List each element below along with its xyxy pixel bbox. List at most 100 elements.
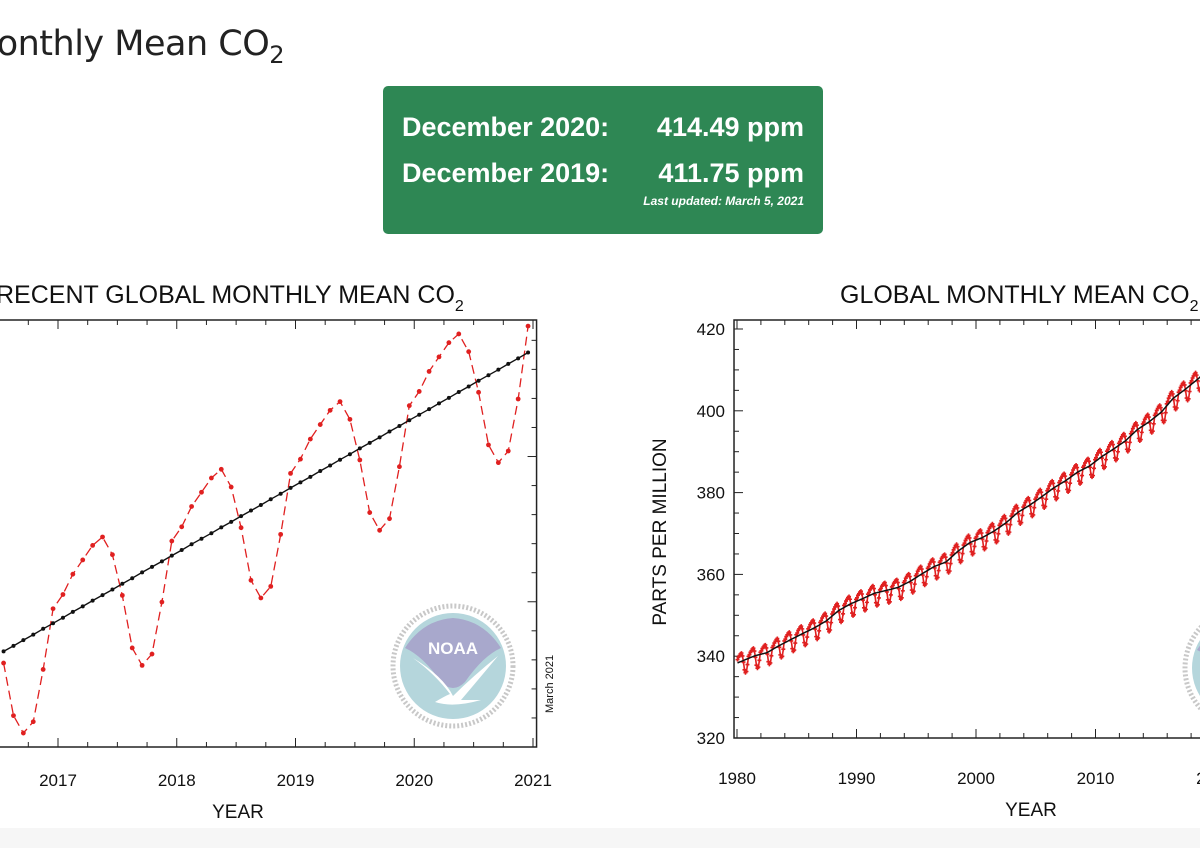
trend-point bbox=[357, 446, 362, 451]
monthly-mean-point bbox=[823, 611, 828, 616]
monthly-mean-point bbox=[906, 571, 911, 576]
monthly-mean-point bbox=[1134, 423, 1139, 428]
monthly-mean-point bbox=[278, 531, 284, 537]
monthly-mean-point bbox=[11, 713, 16, 719]
monthly-mean-point bbox=[1050, 478, 1055, 483]
trend-point bbox=[288, 485, 293, 490]
monthly-mean-point bbox=[979, 531, 984, 536]
page-title-subscript: 2 bbox=[269, 41, 285, 69]
trend-point bbox=[248, 508, 253, 513]
monthly-mean-point bbox=[228, 484, 234, 490]
monthly-mean-point bbox=[189, 504, 194, 509]
monthly-mean-point bbox=[1174, 405, 1179, 410]
monthly-mean-point bbox=[1182, 382, 1187, 387]
monthly-mean-point bbox=[747, 652, 752, 657]
monthly-mean-point bbox=[1055, 496, 1060, 501]
monthly-mean-point bbox=[397, 464, 402, 470]
monthly-mean-point bbox=[505, 448, 511, 454]
monthly-mean-point bbox=[763, 642, 768, 647]
monthly-mean-point bbox=[70, 571, 76, 577]
monthly-mean-point bbox=[1162, 418, 1167, 423]
monthly-mean-point bbox=[938, 558, 943, 563]
y-tick-label: 340 bbox=[697, 647, 725, 666]
monthly-mean-point bbox=[918, 564, 923, 569]
monthly-mean-point bbox=[40, 667, 46, 672]
trend-point bbox=[298, 480, 303, 485]
monthly-mean-point bbox=[1130, 426, 1135, 431]
monthly-mean-point bbox=[1039, 490, 1044, 495]
monthly-mean-point bbox=[1092, 466, 1097, 471]
monthly-mean-point bbox=[959, 558, 964, 563]
y-tick-label: 400 bbox=[697, 402, 725, 421]
monthly-mean-point bbox=[446, 340, 452, 346]
x-tick-label: 2017 bbox=[39, 771, 77, 790]
monthly-mean-point bbox=[218, 466, 224, 472]
monthly-mean-point bbox=[1193, 370, 1198, 375]
recent-chart-xlabel: YEAR bbox=[212, 802, 264, 823]
full-chart-title: GLOBAL MONTHLY MEAN CO2 bbox=[840, 281, 1199, 315]
trend-point bbox=[417, 412, 422, 417]
noaa-logo: NOAA bbox=[387, 600, 519, 732]
monthly-mean-point bbox=[841, 611, 846, 616]
y-tick-label: 420 bbox=[697, 320, 725, 339]
monthly-mean-point bbox=[1105, 447, 1110, 452]
monthly-mean-point bbox=[769, 653, 774, 658]
monthly-mean-point bbox=[775, 636, 780, 641]
monthly-mean-point bbox=[948, 561, 953, 566]
monthly-mean-point bbox=[759, 648, 764, 653]
monthly-mean-point bbox=[902, 578, 907, 583]
monthly-mean-point bbox=[930, 557, 935, 562]
monthly-mean-point bbox=[1167, 393, 1172, 398]
trend-point bbox=[229, 519, 234, 524]
monthly-mean-point bbox=[1082, 463, 1087, 468]
monthly-mean-point bbox=[854, 595, 859, 600]
trend-point bbox=[1, 649, 6, 654]
monthly-mean-point bbox=[805, 635, 810, 640]
monthly-mean-point bbox=[1091, 473, 1096, 478]
monthly-mean-point bbox=[1198, 386, 1200, 391]
monthly-mean-point bbox=[899, 595, 904, 600]
logo-sky bbox=[1197, 645, 1200, 652]
logo-bird bbox=[413, 656, 498, 705]
monthly-mean-point bbox=[900, 588, 905, 593]
monthly-mean-point bbox=[1126, 447, 1131, 452]
monthly-mean-point bbox=[100, 534, 105, 540]
y-tick-label: 380 bbox=[697, 484, 725, 503]
trend-point bbox=[526, 350, 531, 355]
monthly-mean-line bbox=[2, 326, 529, 735]
monthly-mean-point bbox=[943, 555, 948, 560]
monthly-mean-point bbox=[894, 577, 899, 582]
monthly-mean-point bbox=[60, 592, 66, 597]
monthly-mean-point bbox=[110, 552, 115, 558]
trend-point bbox=[189, 542, 194, 547]
monthly-mean-point bbox=[914, 571, 919, 576]
monthly-mean-point bbox=[30, 719, 36, 725]
monthly-mean-point bbox=[1063, 474, 1068, 479]
trend-point bbox=[110, 587, 115, 592]
monthly-mean-point bbox=[80, 557, 86, 563]
trend-point bbox=[31, 632, 36, 637]
monthly-mean-point bbox=[781, 647, 786, 652]
monthly-mean-point bbox=[1115, 449, 1120, 454]
monthly-mean-point bbox=[1103, 457, 1108, 462]
monthly-mean-point bbox=[377, 527, 383, 533]
monthly-mean-point bbox=[811, 618, 816, 623]
trend-point bbox=[496, 367, 501, 372]
monthly-mean-point bbox=[129, 645, 135, 651]
trend-point bbox=[387, 429, 392, 434]
full-chart-plot bbox=[733, 319, 1200, 739]
monthly-mean-point bbox=[812, 621, 817, 626]
monthly-mean-point bbox=[1022, 503, 1027, 508]
monthly-mean-point bbox=[1121, 431, 1126, 436]
monthly-mean-point bbox=[466, 349, 472, 355]
monthly-mean-point bbox=[307, 436, 313, 442]
monthly-mean-point bbox=[764, 645, 769, 650]
trend-point bbox=[90, 598, 95, 603]
monthly-mean-point bbox=[1031, 512, 1036, 517]
monthly-mean-point bbox=[288, 470, 293, 476]
trend-point bbox=[506, 361, 511, 366]
monthly-mean-point bbox=[866, 590, 871, 595]
monthly-mean-point bbox=[1034, 495, 1039, 500]
monthly-mean-point bbox=[787, 630, 792, 635]
